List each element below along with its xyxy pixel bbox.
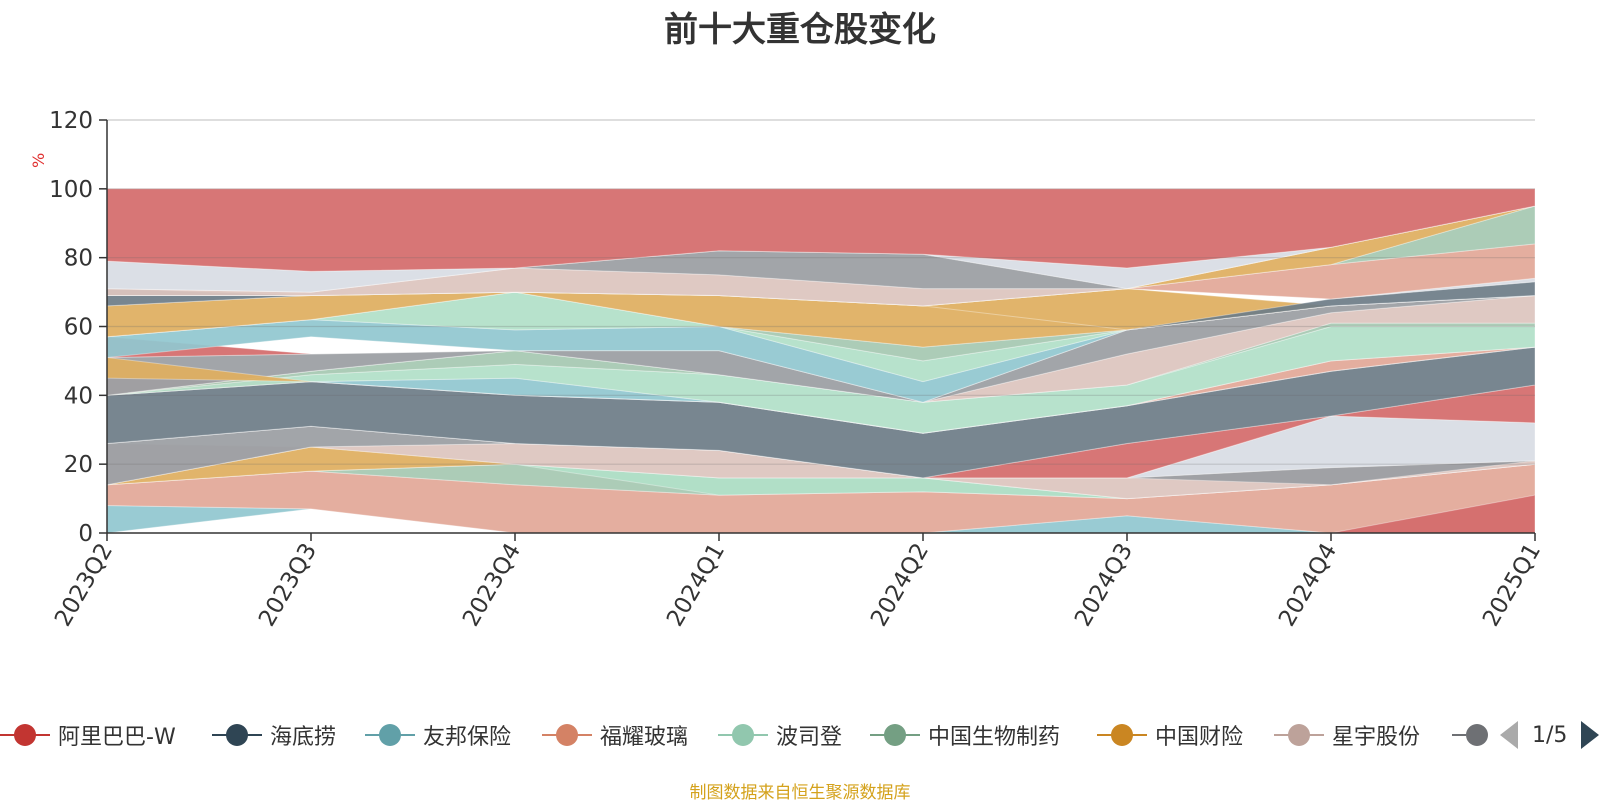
y-tick-label: 40 [64,383,93,409]
grid-lines [107,119,1535,465]
x-tick-label: 2023Q4 [458,539,526,631]
area-band [106,188,1536,272]
legend-marker-icon [870,722,920,748]
area-band [106,442,1536,500]
y-tick-label: 100 [49,177,93,203]
y-tick-label: 20 [64,452,93,478]
x-tick-label: 2023Q2 [50,539,118,631]
legend-marker-icon [1452,722,1488,748]
chart-title: 前十大重仓股变化 [664,10,936,50]
legend-marker-icon [542,722,592,748]
legend-item[interactable]: 友邦保险 [365,716,511,754]
legend-label: 海底捞 [270,725,337,750]
legend-marker-icon [718,722,768,748]
x-tick-label: 2023Q3 [254,539,322,631]
legend-item[interactable]: 中国财险 [1097,716,1243,754]
area-band [106,425,1536,486]
x-tick-label: 2025Q1 [1478,539,1546,631]
y-axis-label: % [29,153,48,168]
legend-label: 友邦保险 [423,725,512,750]
legend: 阿里巴巴-W 海底捞 友邦保险 福耀玻璃 波司登 中国生物制药 中国财险 星宇股份 [0,716,1600,754]
legend-item[interactable] [1452,716,1488,754]
area-band [106,346,1536,434]
y-tick-label: 60 [64,315,93,341]
legend-marker-icon [1274,722,1324,748]
previous-page-icon[interactable] [1500,721,1518,749]
legend-item[interactable]: 中国生物制药 [870,716,1060,754]
x-tick-label: 2024Q1 [662,539,730,631]
legend-item[interactable]: 海底捞 [212,716,336,754]
legend-label: 阿里巴巴-W [58,725,176,750]
area-bands [106,188,1536,534]
x-tick-label: 2024Q4 [1274,539,1342,631]
legend-label: 中国生物制药 [928,725,1061,750]
legend-label: 福耀玻璃 [600,725,689,750]
legend-page-indicator: 1/5 [1532,722,1568,748]
legend-pager: 1/5 [1500,716,1600,754]
x-tick-label: 2024Q3 [1070,539,1138,631]
legend-item[interactable]: 阿里巴巴-W [0,716,176,754]
legend-marker-icon [365,722,415,748]
legend-item[interactable]: 波司登 [718,716,842,754]
next-page-icon[interactable] [1581,721,1600,749]
area-band [106,295,1536,403]
area-band [106,384,1536,479]
source-note: 制图数据来自恒生聚源数据库 [689,783,911,803]
legend-label: 中国财险 [1155,725,1244,750]
y-tick-label: 80 [64,246,93,272]
legend-marker-icon [0,722,50,748]
legend-item[interactable]: 福耀玻璃 [542,716,688,754]
legend-item[interactable]: 星宇股份 [1274,716,1420,754]
legend-marker-icon [1097,722,1147,748]
legend-label: 波司登 [776,725,843,750]
legend-marker-icon [212,722,262,748]
legend-label: 星宇股份 [1332,725,1421,750]
y-tick-label: 120 [49,108,93,134]
area-band [106,415,1536,479]
x-tick-label: 2024Q2 [866,539,934,631]
y-tick-label: 0 [78,521,93,547]
